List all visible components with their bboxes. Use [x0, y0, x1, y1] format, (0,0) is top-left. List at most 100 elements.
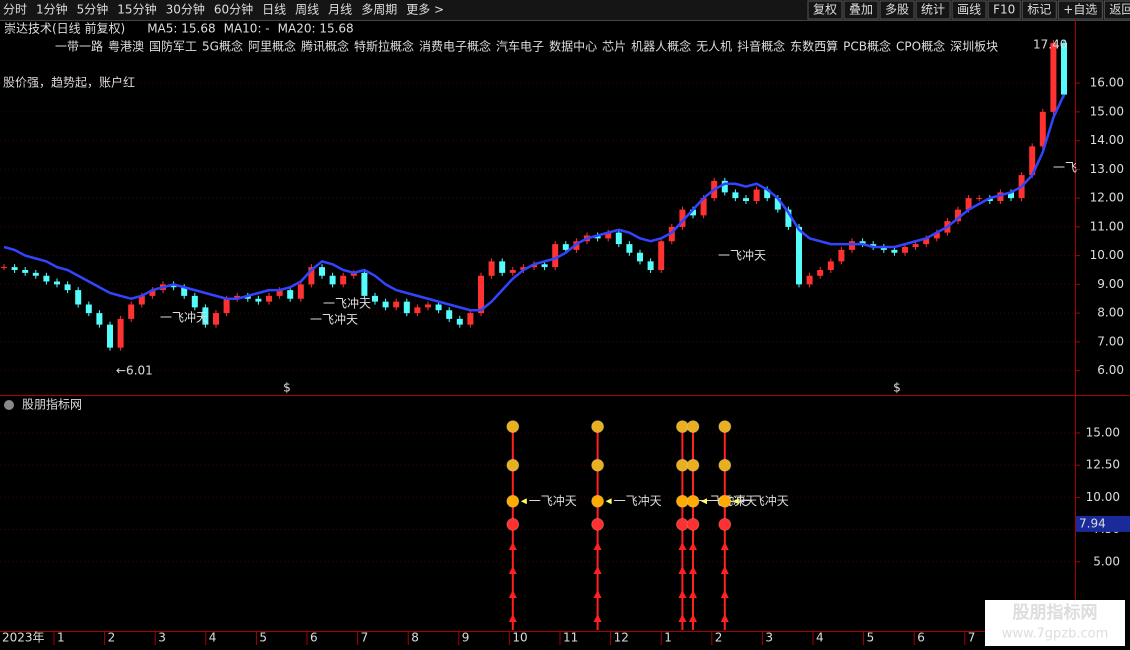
concept-tag[interactable]: PCB概念 [843, 39, 891, 54]
date-label: 5 [867, 631, 875, 645]
candle-body [605, 232, 612, 239]
concept-tag[interactable]: 芯片 [602, 40, 626, 54]
date-label: 5 [259, 631, 267, 645]
period-tab[interactable]: 月线 [328, 3, 352, 17]
candle-body [75, 290, 82, 305]
candle-body [700, 198, 707, 216]
date-label: 12 [614, 631, 629, 645]
annotation: 一飞冲天 [310, 312, 358, 327]
annotation: 一飞冲天 [323, 296, 371, 311]
signal-label: 一飞冲天 [614, 493, 662, 508]
concept-tag[interactable]: 阿里概念 [248, 39, 296, 54]
y-tick-label: 13.00 [1090, 162, 1124, 176]
concept-tag[interactable]: 腾讯概念 [301, 39, 349, 54]
current-value: 7.94 [1079, 516, 1106, 530]
annotation: 一飞 [1053, 161, 1077, 175]
candle-body [520, 267, 527, 270]
concept-tag[interactable]: 汽车电子 [496, 39, 544, 54]
candle-body [1, 267, 7, 269]
concept-tag[interactable]: 深圳板块 [950, 40, 998, 54]
candle-body [32, 272, 39, 276]
concept-tag[interactable]: 国防军工 [149, 39, 197, 54]
signal-arrow [720, 542, 729, 550]
y-tick-label: 16.00 [1090, 76, 1124, 90]
candle-body [679, 209, 686, 227]
candle-body [499, 261, 506, 273]
y-tick-label: 10.00 [1090, 248, 1124, 262]
period-tab[interactable]: 30分钟 [166, 2, 205, 17]
signal-icon [686, 494, 700, 508]
signal-arrow [678, 566, 687, 574]
date-label: 3 [158, 631, 166, 645]
signal-icon [506, 420, 520, 434]
period-tab[interactable]: 多周期 [361, 3, 397, 17]
annotation: 一飞冲天 [718, 248, 766, 263]
candle-body [933, 232, 940, 239]
date-label: 2 [108, 631, 116, 645]
current-value-box [1076, 515, 1130, 532]
period-tab[interactable]: 15分钟 [117, 2, 156, 17]
candle-body [902, 247, 908, 253]
button-frame [879, 0, 915, 20]
concept-tag[interactable]: 一带一路 [55, 39, 103, 54]
candle-body [350, 272, 357, 276]
candle-body [1061, 42, 1067, 95]
signal-icon [718, 517, 732, 531]
candle-body [361, 272, 368, 296]
date-label: 7 [361, 631, 369, 645]
candle-body [870, 244, 877, 247]
toolbar-button[interactable]: 统计 [921, 3, 945, 17]
candle-body [923, 238, 930, 245]
toolbar-button[interactable]: 返回 [1109, 3, 1130, 17]
concept-tag[interactable]: 粤港澳 [108, 39, 144, 54]
candle-body [509, 270, 516, 273]
concept-tag[interactable]: 东数西算 [790, 39, 838, 54]
y-tick-label: 5.00 [1093, 554, 1120, 568]
toolbar-button[interactable]: 复权 [813, 3, 837, 17]
concept-tag[interactable]: 抖音概念 [737, 39, 785, 54]
toolbar-button[interactable]: 画线 [957, 3, 981, 17]
candle-body [838, 249, 845, 262]
toolbar-button[interactable]: F10 [993, 3, 1015, 17]
annotation: 一飞冲天 [160, 310, 208, 325]
concept-tag[interactable]: 消费电子概念 [419, 39, 491, 54]
toolbar-button[interactable]: 多股 [885, 3, 909, 17]
period-tab[interactable]: 周线 [295, 3, 319, 17]
signal-arrow [508, 542, 517, 550]
date-label: 7 [968, 631, 976, 645]
candle-body [213, 313, 219, 325]
signal-arrow [689, 542, 697, 550]
candle-body [117, 318, 124, 348]
concept-tag[interactable]: 机器人概念 [631, 39, 691, 54]
concept-tag[interactable]: 特斯拉概念 [354, 39, 414, 54]
y-tick-label: 15.00 [1086, 426, 1120, 440]
signal-icon [591, 420, 605, 434]
y-tick-label: 15.00 [1090, 104, 1124, 118]
concept-tag[interactable]: 数据中心 [549, 39, 597, 54]
date-label: 10 [512, 631, 527, 645]
period-tab[interactable]: 日线 [262, 3, 286, 17]
candle-body [488, 261, 495, 276]
period-tab[interactable]: 1分钟 [36, 2, 68, 17]
button-frame [843, 0, 879, 20]
signal-icon [506, 517, 520, 531]
concept-tag[interactable]: 无人机 [696, 40, 732, 54]
y-tick-label: 11.00 [1090, 219, 1124, 233]
concept-tag[interactable]: 5G概念 [202, 39, 243, 54]
signal-arrow [678, 614, 687, 622]
candle-body [85, 304, 92, 314]
toolbar-button[interactable]: 标记 [1027, 3, 1051, 17]
candle-body [234, 295, 241, 299]
button-frame [987, 0, 1021, 20]
period-tab[interactable]: 分时 [3, 3, 27, 17]
toolbar-button[interactable]: +自选 [1063, 3, 1097, 17]
toolbar-button[interactable]: 叠加 [849, 3, 873, 17]
concept-tag[interactable]: CPO概念 [896, 39, 945, 54]
candle-body [467, 313, 474, 325]
period-tab[interactable]: 更多 > [406, 3, 444, 17]
period-tab[interactable]: 5分钟 [77, 2, 109, 17]
period-tab[interactable]: 60分钟 [214, 2, 253, 17]
signal-arrow [508, 566, 517, 574]
candle-body [626, 244, 633, 253]
